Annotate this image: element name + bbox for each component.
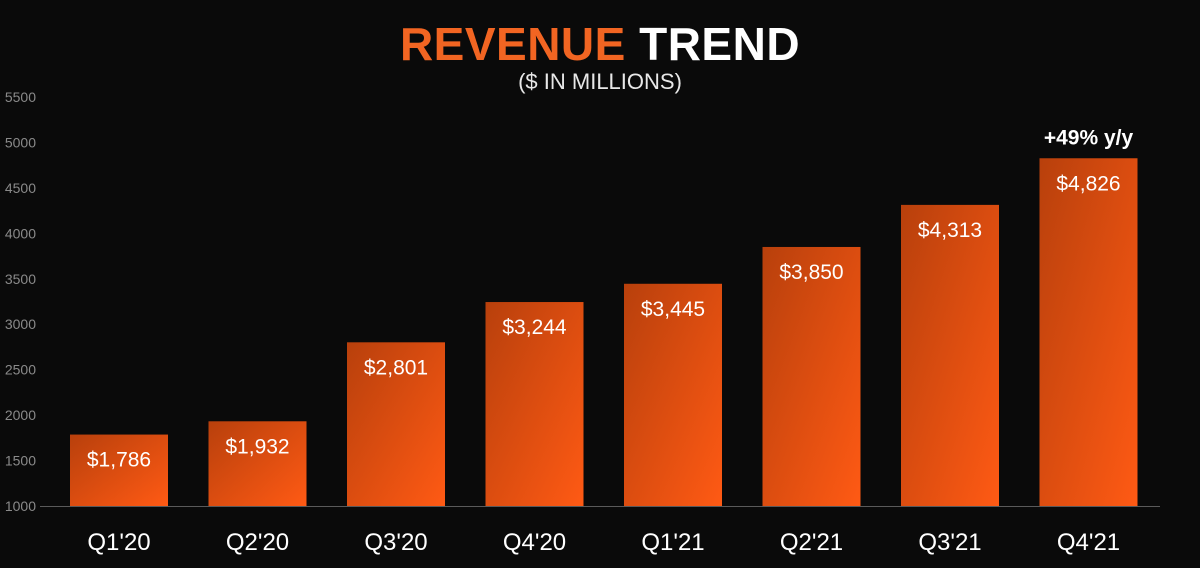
x-tick-label: Q4'20 (503, 529, 566, 556)
y-tick-label: 1500 (5, 453, 36, 469)
bar (901, 204, 999, 506)
bar (208, 421, 307, 506)
chart-title-main: TREND (639, 18, 801, 70)
x-tick-label: Q3'21 (918, 529, 981, 556)
x-axis: Q1'20 Q2'20 Q3'20 Q4'20 Q1'21 Q2'21 Q3'21 Q4'21 (87, 529, 1120, 556)
y-tick-label: 2000 (5, 407, 36, 423)
bar-value-label: $4,826 (1056, 172, 1120, 195)
growth-annotation: +49% y/y (1044, 126, 1134, 149)
x-tick-label: Q3'20 (364, 529, 427, 556)
bar (762, 246, 861, 506)
y-tick-label: 4000 (5, 225, 36, 241)
y-tick-label: 2500 (5, 362, 36, 378)
bar-value-label: $3,850 (779, 261, 843, 284)
bar-value-label: $3,244 (502, 316, 567, 339)
y-axis: 1000 1500 2000 2500 3000 3500 4000 4500 5000 5500 (5, 89, 36, 514)
x-tick-label: Q1'20 (87, 529, 150, 556)
x-tick-label: Q1'21 (641, 529, 704, 556)
y-tick-label: 4500 (5, 180, 36, 196)
y-tick-label: 5500 (5, 89, 36, 105)
y-tick-label: 1000 (5, 498, 36, 514)
bar (70, 434, 168, 506)
bar (1039, 158, 1138, 507)
chart-title: REVENUE TREND (0, 16, 1200, 72)
y-tick-label: 5000 (5, 134, 36, 150)
x-tick-label: Q4'21 (1057, 529, 1120, 556)
x-tick-label: Q2'20 (226, 529, 289, 556)
bar (624, 283, 722, 506)
bar-value-label: $2,801 (364, 356, 428, 379)
x-tick-label: Q2'21 (780, 529, 843, 556)
y-tick-label: 3500 (5, 271, 36, 287)
chart-title-accent: REVENUE (399, 18, 626, 70)
chart-subtitle: ($ IN MILLIONS) (518, 69, 682, 94)
bar-value-label: $4,313 (918, 219, 982, 242)
bar (485, 302, 584, 506)
bars-group: $1,786 $1,932 $2,801 $3,244 $3,445 $3,850 $4,3… (70, 158, 1138, 507)
bar-value-label: $3,445 (641, 298, 705, 321)
bar-value-label: $1,932 (225, 435, 289, 458)
bar-value-label: $1,786 (87, 449, 151, 472)
y-tick-label: 3000 (5, 316, 36, 332)
bar (347, 342, 445, 506)
